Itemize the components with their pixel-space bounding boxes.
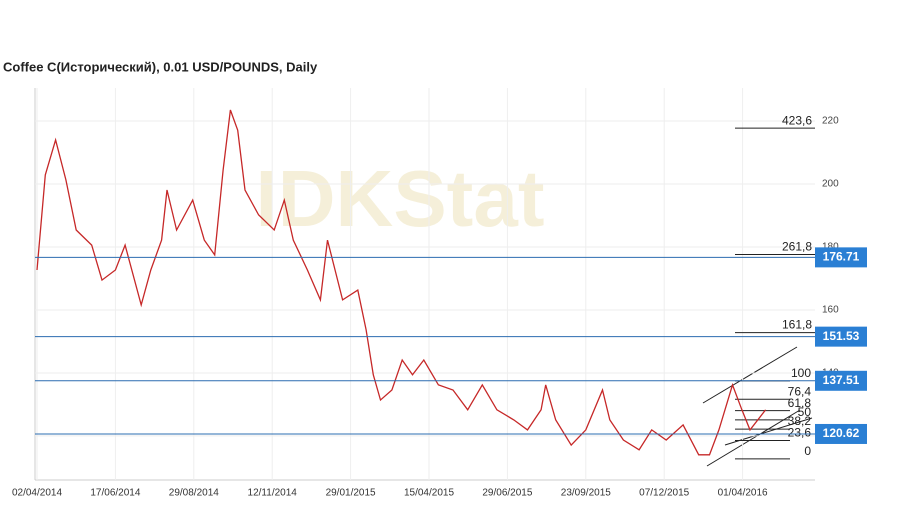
watermark: IDKStat xyxy=(256,154,545,243)
channel-line xyxy=(706,409,801,467)
chart-title: Coffee C(Исторический), 0.01 USD/POUNDS,… xyxy=(3,59,318,74)
x-tick-label: 23/09/2015 xyxy=(561,488,611,499)
fib-label: 38,2 xyxy=(788,414,812,428)
x-tick-label: 29/06/2015 xyxy=(482,488,532,499)
x-tick-label: 29/01/2015 xyxy=(326,488,376,499)
y-tick-label: 220 xyxy=(822,116,839,127)
fib-label: 61,8 xyxy=(788,396,812,410)
level-box xyxy=(815,326,867,347)
x-tick-label: 07/12/2015 xyxy=(639,488,689,499)
x-tick-label: 02/04/2014 xyxy=(12,488,62,499)
fib-label: 261,8 xyxy=(782,240,812,254)
level-label: 176.71 xyxy=(823,250,860,264)
level-label: 137.51 xyxy=(823,373,860,387)
fib-label: 50 xyxy=(798,405,812,419)
channel-line xyxy=(702,346,798,404)
x-tick-label: 12/11/2014 xyxy=(248,488,298,499)
y-tick-label: 200 xyxy=(822,179,839,190)
level-box xyxy=(815,370,867,391)
fib-label: 100 xyxy=(791,366,811,380)
fib-label: 161,8 xyxy=(782,318,812,332)
x-tick-label: 15/04/2015 xyxy=(404,488,454,499)
level-box xyxy=(815,423,867,444)
y-tick-label: 180 xyxy=(822,242,839,253)
x-tick-label: 17/06/2014 xyxy=(90,488,140,499)
level-label: 120.62 xyxy=(823,426,860,440)
fib-label: 0 xyxy=(804,444,811,458)
fib-label: 76,4 xyxy=(788,384,812,398)
price-line xyxy=(36,109,767,456)
y-tick-label: 160 xyxy=(822,305,839,316)
x-tick-label: 29/08/2014 xyxy=(169,488,219,499)
x-tick-label: 01/04/2016 xyxy=(718,488,768,499)
fib-label: 423,6 xyxy=(782,113,812,127)
level-box xyxy=(815,247,867,268)
level-label: 151.53 xyxy=(823,329,860,343)
fib-label: 23,6 xyxy=(788,426,812,440)
